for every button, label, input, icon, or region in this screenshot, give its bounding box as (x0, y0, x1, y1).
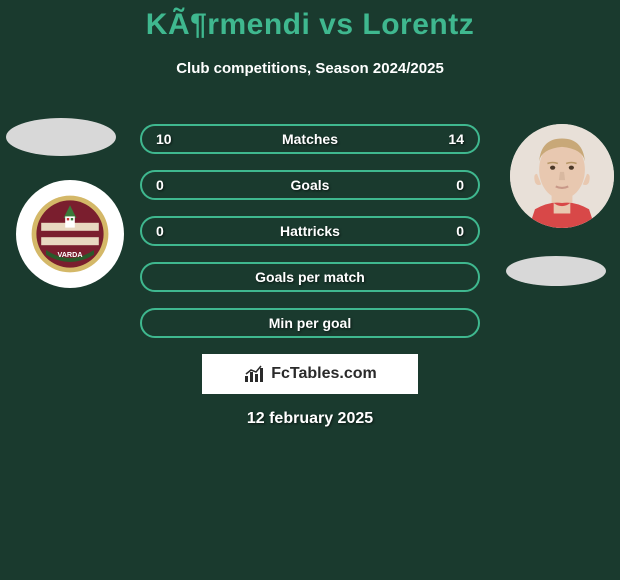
comparison-date: 12 february 2025 (247, 410, 373, 428)
svg-text:1911: 1911 (44, 232, 56, 238)
stats-table: 10 Matches 14 0 Goals 0 0 Hattricks 0 Go… (140, 124, 480, 354)
stat-label: Hattricks (280, 223, 340, 239)
branding-text: FcTables.com (271, 365, 377, 383)
page-subtitle: Club competitions, Season 2024/2025 (0, 60, 620, 77)
stat-left-value: 10 (156, 131, 180, 147)
stat-row-hattricks: 0 Hattricks 0 (140, 216, 480, 246)
player-face-icon (510, 124, 614, 228)
stat-label: Min per goal (269, 315, 351, 331)
stat-label: Goals per match (255, 269, 365, 285)
svg-text:VARDA: VARDA (57, 250, 82, 259)
stat-label: Goals (291, 177, 330, 193)
comparison-card: KÃ¶rmendi vs Lorentz Club competitions, … (0, 0, 620, 580)
player-left-club-badge: VARDA 1911 (16, 180, 124, 288)
stat-right-value: 14 (440, 131, 464, 147)
stat-right-value: 0 (440, 177, 464, 193)
player-left-avatar-placeholder (6, 118, 116, 156)
page-title: KÃ¶rmendi vs Lorentz (0, 0, 620, 42)
stat-label: Matches (282, 131, 338, 147)
player-right-avatar (510, 124, 614, 228)
bar-chart-icon (243, 364, 267, 384)
stat-row-goals-per-match: Goals per match (140, 262, 480, 292)
club-crest-icon: VARDA 1911 (30, 194, 110, 274)
stat-row-min-per-goal: Min per goal (140, 308, 480, 338)
stat-right-value: 0 (440, 223, 464, 239)
branding-badge: FcTables.com (202, 354, 418, 394)
player-right-club-badge-placeholder (506, 256, 606, 286)
stat-left-value: 0 (156, 177, 180, 193)
stat-left-value: 0 (156, 223, 180, 239)
stat-row-matches: 10 Matches 14 (140, 124, 480, 154)
stat-row-goals: 0 Goals 0 (140, 170, 480, 200)
